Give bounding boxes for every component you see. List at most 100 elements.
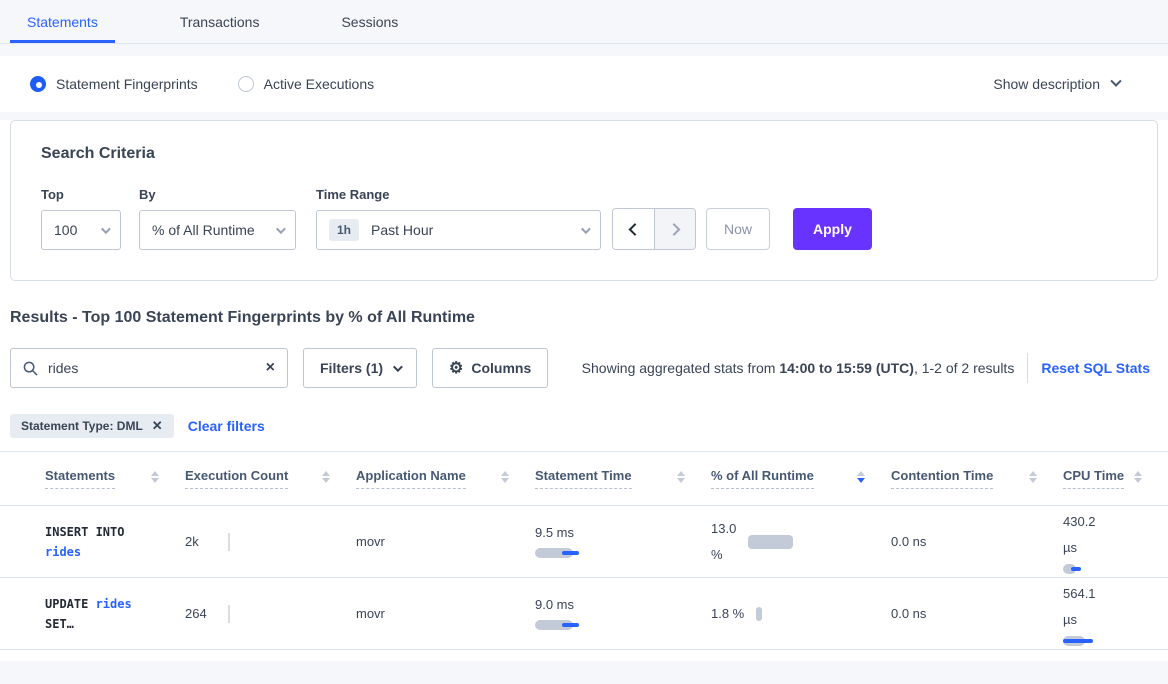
search-input[interactable] <box>48 360 266 376</box>
filters-button[interactable]: Filters (1) <box>303 348 418 388</box>
chevron-down-icon <box>275 223 286 234</box>
runtime-percent-value: 1.8 % <box>711 605 745 621</box>
contention-time-cell: 0.0 ns <box>891 534 927 549</box>
sort-desc-icon <box>1029 477 1037 483</box>
tab-statements[interactable]: Statements <box>10 3 115 43</box>
radio-unselected-icon <box>237 76 254 92</box>
execution-count-value: 2k <box>185 534 199 549</box>
sort-icon <box>1134 470 1142 487</box>
cpu-time-bar-chart <box>1063 635 1093 647</box>
filter-chip-row: Statement Type: DML ✕ Clear filters <box>10 414 1158 438</box>
time-range-label: Time Range <box>316 187 390 202</box>
spacer <box>0 112 1168 120</box>
statement-time-bar-chart <box>535 547 579 559</box>
time-window: 14:00 to 15:59 (UTC) <box>779 360 914 376</box>
statement-link[interactable]: rides <box>95 596 132 611</box>
column-header--of-all-runtime[interactable]: % of All Runtime <box>711 468 891 489</box>
statements-table: Statements Execution Count Application Nam… <box>0 451 1168 650</box>
execution-count-cell: 2k <box>185 532 356 551</box>
by-select[interactable]: % of All Runtime <box>139 210 296 250</box>
statement-text: SET… <box>45 616 74 631</box>
runtime-percent-value: 13.0% <box>711 520 737 562</box>
table-body: INSERT INTO rides 2k movr 9.5 ms 13.0% 0.0 ns 4… <box>0 506 1168 650</box>
column-header-label: CPU Time <box>1063 468 1125 489</box>
time-range-select[interactable]: 1h Past Hour <box>316 210 601 250</box>
chevron-down-icon <box>100 223 111 234</box>
bar-stddev <box>1071 566 1081 571</box>
spacer <box>0 44 1168 56</box>
sort-desc-icon <box>857 477 865 483</box>
statement-search-box[interactable]: × <box>10 348 288 388</box>
column-header-cpu-time[interactable]: CPU Time <box>1063 468 1168 489</box>
statement-text-line: INSERT INTO <box>45 522 185 542</box>
column-header-label: Application Name <box>356 468 466 489</box>
filter-chip-label: Statement Type: DML <box>21 419 143 433</box>
contention-time-cell: 0.0 ns <box>891 606 927 621</box>
results-toolbar: × Filters (1) ⚙ Columns Showing aggregat… <box>10 348 1158 388</box>
table-row: INSERT INTO rides 2k movr 9.5 ms 13.0% 0.0 ns 4… <box>0 506 1168 578</box>
clear-filters-link[interactable]: Clear filters <box>187 418 265 434</box>
sort-desc-icon <box>501 477 509 483</box>
cpu-time-value: 564.1 µs <box>1063 585 1096 627</box>
column-header-application-name[interactable]: Application Name <box>356 468 535 489</box>
sort-icon <box>1029 470 1037 487</box>
page-background-strip <box>0 661 1168 684</box>
sort-asc-icon <box>501 470 509 476</box>
chevron-down-icon <box>580 223 591 234</box>
statement-text-line: SET… <box>45 614 185 634</box>
by-label: By <box>139 187 156 202</box>
now-button[interactable]: Now <box>706 208 771 250</box>
sort-desc-icon <box>677 477 685 483</box>
columns-button[interactable]: ⚙ Columns <box>432 348 549 388</box>
results-heading: Results - Top 100 Statement Fingerprints… <box>10 309 475 326</box>
execution-count-bar <box>228 604 230 623</box>
sort-asc-icon <box>1029 470 1037 476</box>
by-select-value: % of All Runtime <box>152 222 255 238</box>
column-header-label: % of All Runtime <box>711 468 814 489</box>
statement-text: UPDATE <box>45 596 96 611</box>
sort-icon <box>501 470 509 487</box>
view-mode-row: Statement Fingerprints Active Executions… <box>0 56 1168 112</box>
filters-label: Filters (1) <box>320 360 384 376</box>
clear-search-icon[interactable]: × <box>265 359 275 376</box>
tab-sessions[interactable]: Sessions <box>341 13 399 30</box>
column-header-label: Statement Time <box>535 468 632 489</box>
remove-filter-icon[interactable]: ✕ <box>151 418 163 433</box>
sort-desc-icon <box>151 477 159 483</box>
bar-mean <box>535 619 573 630</box>
radio-active-executions[interactable]: Active Executions <box>237 76 374 92</box>
sort-icon <box>151 470 159 487</box>
column-header-statements[interactable]: Statements <box>45 468 185 489</box>
radio-statement-fingerprints[interactable]: Statement Fingerprints <box>30 76 198 92</box>
chevron-right-icon <box>667 222 680 236</box>
show-description-toggle[interactable]: Show description <box>993 75 1138 92</box>
time-next-button[interactable] <box>654 209 695 249</box>
column-header-contention-time[interactable]: Contention Time <box>891 468 1063 489</box>
filter-chip-statement-type: Statement Type: DML ✕ <box>10 414 174 438</box>
column-header-statement-time[interactable]: Statement Time <box>535 468 711 489</box>
bar-mean <box>1063 563 1076 574</box>
statement-cell: INSERT INTO rides <box>45 522 185 562</box>
showing-stats-text: Showing aggregated stats from 14:00 to 1… <box>581 360 1015 376</box>
apply-button[interactable]: Apply <box>793 208 872 250</box>
sort-desc-icon <box>1134 477 1142 483</box>
radio-label: Statement Fingerprints <box>56 76 198 92</box>
application-name-cell: movr <box>356 606 385 621</box>
reset-sql-stats-link[interactable]: Reset SQL Stats <box>1041 360 1150 376</box>
by-field: By % of All Runtime <box>121 187 296 250</box>
time-range-field: Time Range 1h Past Hour <box>296 187 601 250</box>
radio-selected-icon <box>30 76 46 92</box>
bar-stddev <box>562 622 579 627</box>
tab-transactions[interactable]: Transactions <box>179 13 260 30</box>
table-header-row: Statements Execution Count Application Nam… <box>0 452 1168 506</box>
top-select[interactable]: 100 <box>41 210 121 250</box>
sort-icon <box>857 470 865 487</box>
column-header-execution-count[interactable]: Execution Count <box>185 468 356 489</box>
time-prev-button[interactable] <box>613 209 654 249</box>
chevron-left-icon <box>628 222 642 236</box>
column-header-label: Execution Count <box>185 468 289 489</box>
search-icon <box>23 361 38 376</box>
statement-link[interactable]: rides <box>45 544 82 559</box>
sort-asc-icon <box>322 470 330 476</box>
top-tab-bar: Statements Transactions Sessions <box>0 0 1168 44</box>
